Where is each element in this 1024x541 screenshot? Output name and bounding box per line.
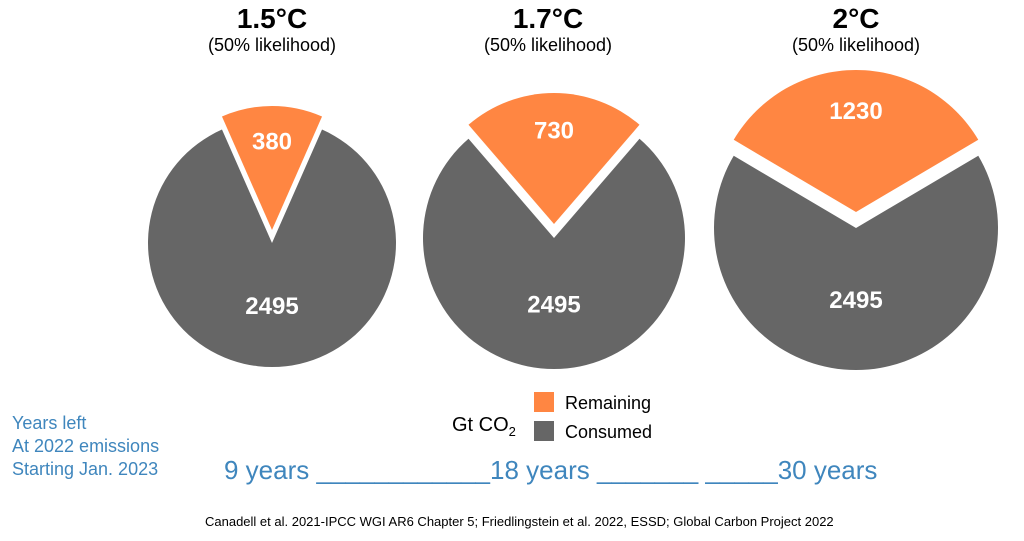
remaining-value: 1230: [829, 98, 882, 125]
years-label-line: Starting Jan. 2023: [12, 459, 159, 479]
consumed-slice: [713, 155, 998, 371]
consumed-swatch-icon: [534, 421, 554, 441]
unit-main: Gt CO: [452, 414, 509, 436]
years-label-line: Years left: [12, 413, 87, 433]
pie-title-3: 2°C (50% likelihood): [736, 4, 976, 56]
legend-item-consumed: Consumed: [534, 421, 652, 443]
consumed-value: 2495: [527, 292, 580, 319]
source-citation: Canadell et al. 2021-IPCC WGI AR6 Chapte…: [205, 514, 834, 529]
likelihood-label: (50% likelihood): [791, 35, 921, 55]
remaining-slice: [733, 70, 979, 212]
pie-chart-3: 1230 2495: [713, 70, 998, 371]
consumed-value: 2495: [245, 293, 298, 320]
remaining-slice: [221, 105, 323, 230]
remaining-value: 380: [252, 129, 292, 156]
remaining-swatch-icon: [534, 392, 554, 412]
unit-label: Gt CO2: [452, 414, 516, 439]
temperature-label: 1.5°C: [236, 3, 308, 34]
temperature-label: 1.7°C: [512, 3, 584, 34]
consumed-slice: [423, 138, 685, 369]
legend-item-remaining: Remaining: [534, 392, 651, 414]
temperature-label: 2°C: [832, 3, 880, 34]
years-left-label: Years left At 2022 emissions Starting Ja…: [12, 412, 159, 481]
pie-chart-2: 730 2495: [423, 92, 685, 369]
unit-subscript: 2: [508, 424, 516, 439]
consumed-value: 2495: [829, 287, 882, 314]
pie-title-2: 1.7°C (50% likelihood): [428, 4, 668, 56]
likelihood-label: (50% likelihood): [207, 35, 337, 55]
pie-chart-1: 380 2495: [148, 105, 396, 368]
likelihood-label: (50% likelihood): [483, 35, 613, 55]
years-label-line: At 2022 emissions: [12, 436, 160, 456]
legend-label: Remaining: [565, 393, 652, 413]
remaining-value: 730: [534, 118, 574, 145]
remaining-slice: [468, 92, 640, 224]
pie-title-1: 1.5°C (50% likelihood): [152, 4, 392, 56]
years-left-row: 9 years ____________18 years _______ ___…: [224, 455, 878, 485]
consumed-slice: [148, 129, 396, 368]
legend-label: Consumed: [565, 422, 653, 442]
